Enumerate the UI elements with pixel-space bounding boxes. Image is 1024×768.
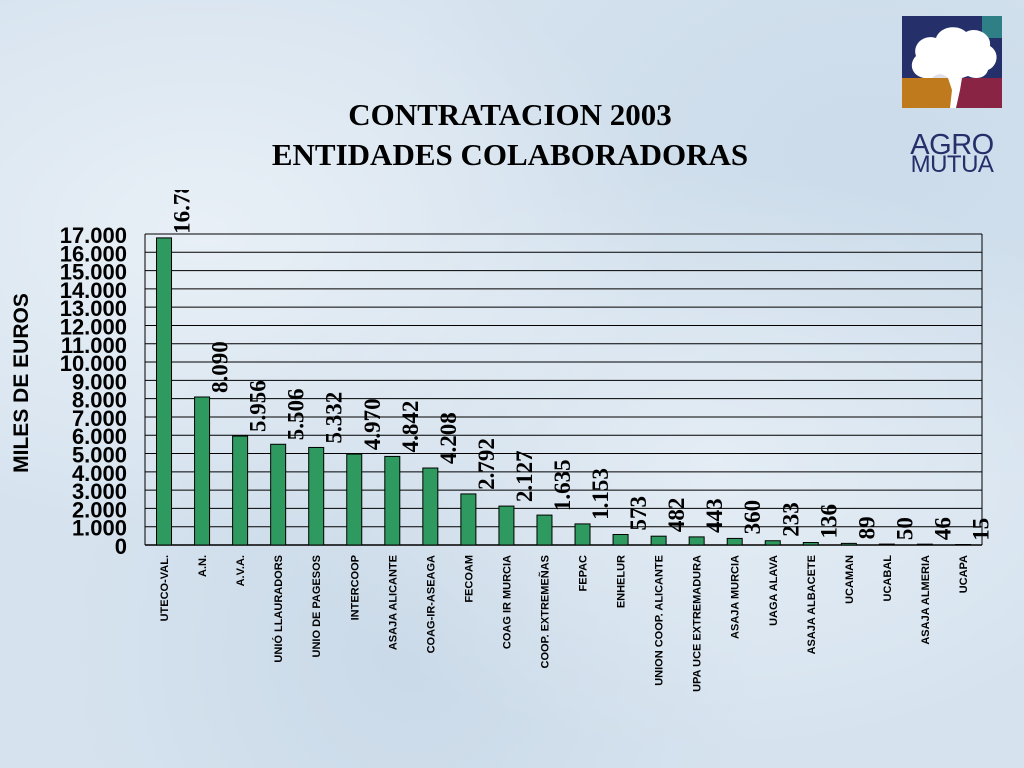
y-tick-label: 16.000 [60,241,127,266]
y-tick-label: 10.000 [60,351,127,376]
y-tick-label: 5.000 [72,443,127,468]
tree-logo-icon [902,16,1002,109]
data-label: 1.635 [550,459,575,511]
data-label: 443 [702,498,727,533]
chart-title-line-1: CONTRATACION 2003 [348,97,672,132]
x-tick-label: UNIÓ LLAURADORS [272,555,285,663]
x-tick-label: COAG IR MURCIA [501,555,513,649]
x-tick-label: UNION COOP. ALICANTE [654,555,666,686]
y-tick-label: 2.000 [72,497,127,522]
data-label: 1.153 [588,468,613,520]
chart-title-line-2: ENTIDADES COLABORADORAS [271,137,749,172]
bar [612,534,629,546]
y-tick-label: 4.000 [72,461,127,486]
data-label: 5.332 [322,392,347,444]
bar [308,446,325,546]
data-label: 4.970 [360,398,385,450]
data-label: 5.506 [284,389,309,441]
y-tick-label: 6.000 [72,424,127,449]
x-tick-label: UCAMAN [844,555,856,604]
x-tick-label: UNIO DE PAGESOS [311,555,323,657]
data-label: 16.787 [170,190,195,234]
y-tick-label: 3.000 [72,479,127,504]
bar [726,537,743,546]
data-label: 4.208 [436,412,461,464]
y-tick-label: 1.000 [72,516,127,541]
x-tick-label: ASAJA ALBACETE [806,555,818,654]
bar [194,396,211,546]
x-tick-label: UCABAL [882,555,894,602]
bar [954,544,971,546]
logo-word-agro: AGRO [910,129,994,161]
y-tick-label: 9.000 [72,369,127,394]
y-tick-label: 8.000 [72,388,127,413]
x-tick-label: FEPAC [578,555,590,592]
bar [232,435,249,546]
x-tick-label: UAGA ALAVA [768,555,780,626]
bar [460,493,477,546]
x-tick-label: INTERCOOP [349,555,361,620]
x-tick-label: ASAJA ALICANTE [387,555,399,650]
bar [878,543,895,546]
data-label: 136 [816,504,841,538]
data-label: 46 [930,517,955,540]
data-label: 50 [892,517,917,540]
x-tick-label: FECOAM [463,555,475,603]
bar [574,523,591,546]
x-tick-label: COOP. EXTREMEÑAS [538,555,551,669]
y-tick-label: 15.000 [60,260,127,285]
x-tick-label: A.N. [197,555,209,577]
data-label: 233 [778,502,803,536]
y-tick-label: 14.000 [60,278,127,303]
data-label: 482 [664,498,689,533]
data-label: 8.090 [208,341,233,393]
x-tick-labels: UTECO-VAL. A.N. A.V.A. UNIÓ LLAURADORS UNIO … [159,555,970,692]
bar-chart: 16.787 8.090 5.956 5.506 5.332 4.970 4.842 4.20… [10,190,994,692]
bar [840,542,857,546]
y-tick-label: 13.000 [60,296,127,321]
data-label: 89 [854,516,879,539]
data-label: 4.842 [398,401,423,453]
bar [536,514,553,546]
data-label: 573 [626,496,651,531]
x-tick-label: UTECO-VAL. [159,555,171,621]
x-tick-label: ASAJA MURCIA [730,555,742,639]
data-label: 2.792 [474,438,499,490]
x-tick-label: ENHELUR [616,555,628,608]
bar [270,443,287,546]
y-tick-label: 17.000 [60,223,127,248]
data-label: 360 [740,500,765,535]
bar [346,453,363,546]
x-tick-label: UCAPA [958,555,970,593]
y-tick-label: 7.000 [72,406,127,431]
bar [916,543,933,546]
bar [498,505,515,546]
bar [422,467,439,546]
x-tick-label: ASAJA ALMERIA [920,555,932,645]
x-tick-label: COAG-IR-ASEAGA [425,555,437,653]
agromutua-logo: AGRO MUTUA [902,16,1002,177]
logo-word-mutua: MUTUA [910,151,994,178]
bars [156,237,971,546]
data-label: 2.127 [512,450,537,502]
data-label: 5.956 [246,380,271,432]
bar [802,542,819,546]
x-tick-label: UPA UCE EXTREMADURA [692,555,704,692]
value-labels: 16.787 8.090 5.956 5.506 5.332 4.970 4.842 4.20… [170,190,994,541]
bar [156,237,173,546]
bar [650,535,667,546]
bar [688,536,705,546]
y-tick-label: 0 [115,534,127,559]
y-axis-label: MILES DE EUROS [10,293,33,473]
bar [764,540,781,546]
data-label: 15 [968,518,993,541]
x-tick-label: A.V.A. [235,555,247,586]
bar [384,455,401,546]
y-tick-labels: 01.0002.0003.0004.0005.0006.0007.0008.00… [60,223,127,559]
y-tick-label: 11.000 [61,333,127,358]
y-tick-label: 12.000 [60,314,127,339]
